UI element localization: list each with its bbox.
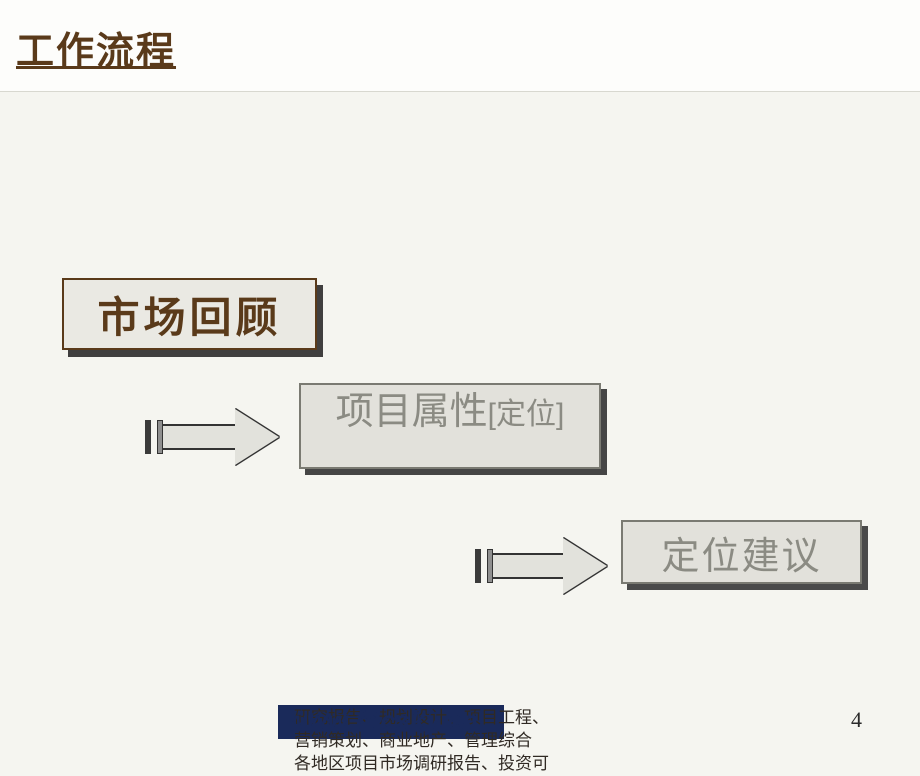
page-number: 4 bbox=[851, 707, 862, 733]
arrow-shaft bbox=[493, 553, 563, 579]
flow-node-market-review: 市场回顾 bbox=[62, 278, 317, 350]
arrow-head-icon bbox=[563, 538, 607, 594]
footer-desc-line: 各地区项目市场调研报告、投资可 bbox=[294, 754, 549, 773]
box2-label-main: 项目属性 bbox=[336, 391, 488, 433]
slide-header: 工作流程 bbox=[0, 0, 920, 92]
flow-node-project-attributes: 项目属性[定位] bbox=[299, 383, 601, 469]
slide-body: 市场回顾 项目属性[定位] 定位建议 研究报告、规划设计、项目工程、 营销策划、… bbox=[0, 92, 920, 690]
page-title: 工作流程 bbox=[0, 0, 920, 75]
arrow-head-icon bbox=[235, 409, 279, 465]
flow-arrow-2 bbox=[475, 538, 607, 594]
box2-label-sub: [定位] bbox=[488, 398, 565, 431]
arrow-shaft bbox=[163, 424, 235, 450]
flow-arrow-1 bbox=[145, 409, 279, 465]
flow-node-positioning-advice: 定位建议 bbox=[621, 520, 862, 584]
footer-url: www.fdcsky.cn bbox=[286, 705, 478, 736]
